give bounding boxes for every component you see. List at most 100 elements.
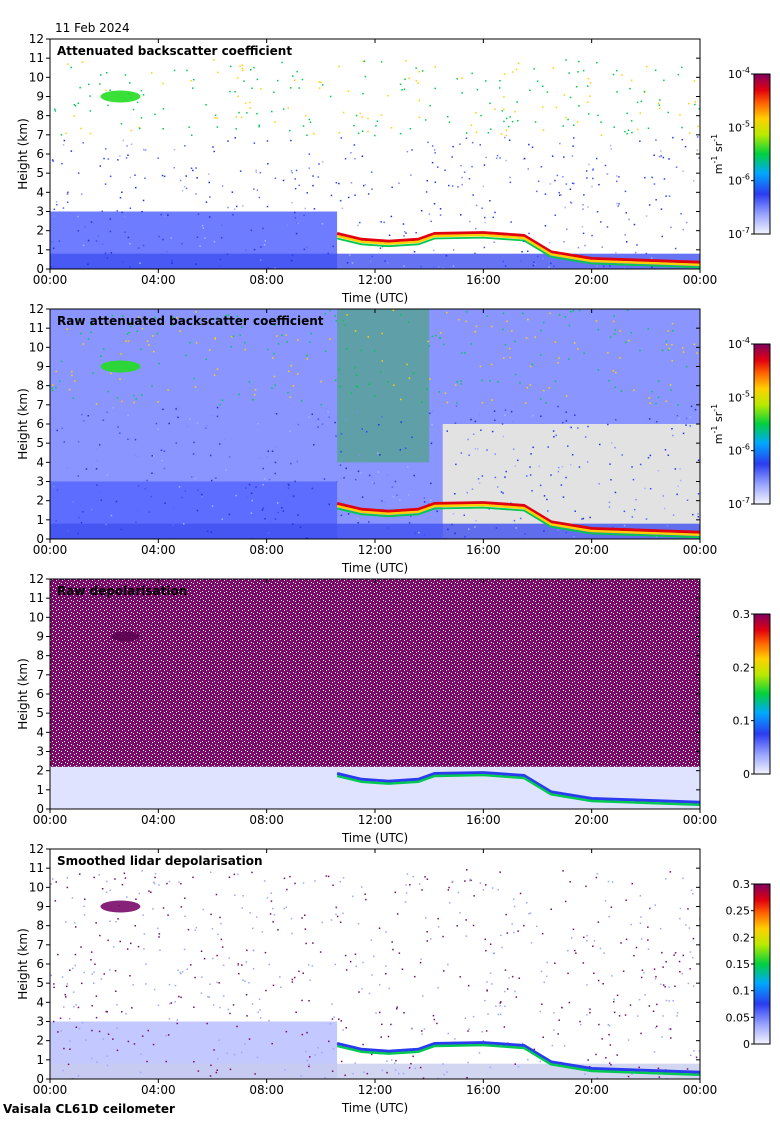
noise-point <box>494 108 496 110</box>
noise-point <box>214 338 216 340</box>
noise-point <box>596 62 598 64</box>
noise-point <box>513 519 516 522</box>
noise-point <box>518 977 520 979</box>
noise-point <box>431 335 434 338</box>
y-tick-label: 9 <box>36 630 44 644</box>
noise-point <box>696 136 699 138</box>
noise-point <box>396 494 398 496</box>
noise-point <box>306 354 308 357</box>
noise-point <box>573 535 575 538</box>
noise-point <box>157 401 159 403</box>
noise-point <box>381 500 383 502</box>
noise-point <box>391 941 393 943</box>
noise-point <box>252 967 255 970</box>
noise-point <box>124 877 127 879</box>
noise-point <box>415 232 417 234</box>
noise-point <box>274 324 276 327</box>
noise-point <box>597 369 600 371</box>
noise-point <box>639 140 641 142</box>
noise-point <box>257 1011 259 1013</box>
noise-point <box>171 324 173 326</box>
noise-point <box>277 79 279 82</box>
noise-point <box>415 80 418 82</box>
noise-point <box>239 170 242 172</box>
noise-point <box>630 79 633 82</box>
noise-point <box>169 1002 171 1005</box>
noise-point <box>607 352 609 354</box>
noise-point <box>210 531 212 533</box>
noise-point <box>275 446 277 449</box>
noise-point <box>88 83 90 86</box>
noise-point <box>608 1062 611 1064</box>
noise-point <box>181 243 183 245</box>
noise-point <box>682 347 684 349</box>
noise-point <box>234 894 236 896</box>
noise-point <box>452 513 455 515</box>
noise-point <box>534 263 536 266</box>
noise-point <box>87 415 89 417</box>
noise-point <box>282 108 285 110</box>
noise-point <box>235 128 237 130</box>
noise-point <box>328 1040 330 1043</box>
noise-point <box>184 897 186 899</box>
noise-point <box>558 466 560 469</box>
noise-point <box>345 1027 347 1029</box>
noise-point <box>203 957 206 960</box>
noise-point <box>340 1020 342 1022</box>
noise-point <box>124 74 127 76</box>
noise-point <box>288 370 290 373</box>
noise-point <box>633 389 635 391</box>
noise-point <box>616 1054 618 1056</box>
noise-point <box>448 184 450 187</box>
noise-point <box>251 871 253 874</box>
noise-point <box>489 972 492 974</box>
noise-point <box>82 511 84 513</box>
noise-point <box>690 1054 692 1056</box>
noise-point <box>689 416 692 418</box>
noise-point <box>676 493 678 496</box>
noise-point <box>647 939 649 941</box>
noise-point <box>238 393 240 396</box>
noise-point <box>142 244 145 247</box>
noise-point <box>115 500 118 503</box>
noise-point <box>271 387 273 389</box>
noise-point <box>607 880 610 883</box>
noise-point <box>504 265 507 267</box>
noise-point <box>481 1031 483 1033</box>
noise-point <box>586 461 589 463</box>
noise-point <box>438 391 440 393</box>
y-tick-label: 5 <box>36 976 44 990</box>
noise-point <box>657 102 660 104</box>
noise-point <box>183 523 185 525</box>
noise-point <box>216 415 219 418</box>
noise-point <box>273 375 276 378</box>
noise-point <box>471 165 473 168</box>
noise-point <box>116 1049 119 1052</box>
noise-point <box>654 978 657 980</box>
noise-point <box>398 952 401 954</box>
noise-point <box>289 430 291 432</box>
noise-point <box>627 129 630 131</box>
noise-point <box>504 343 507 346</box>
noise-point <box>310 332 312 335</box>
noise-point <box>162 82 164 85</box>
noise-point <box>308 1063 310 1066</box>
x-tick-label: 04:00 <box>141 1083 176 1097</box>
noise-point <box>294 79 296 81</box>
noise-point <box>151 472 153 474</box>
noise-point <box>517 459 519 462</box>
noise-point <box>618 176 620 178</box>
noise-point <box>246 112 248 114</box>
noise-point <box>525 402 527 404</box>
noise-point <box>514 111 516 113</box>
noise-point <box>373 350 376 352</box>
noise-point <box>54 900 57 902</box>
noise-point <box>692 513 694 516</box>
colorbar-tick-label: 10-7 <box>728 226 750 241</box>
noise-point <box>696 149 699 151</box>
noise-point <box>504 73 506 75</box>
noise-point <box>407 494 410 496</box>
noise-point <box>125 157 128 159</box>
noise-point <box>587 85 589 87</box>
noise-point <box>659 99 661 101</box>
